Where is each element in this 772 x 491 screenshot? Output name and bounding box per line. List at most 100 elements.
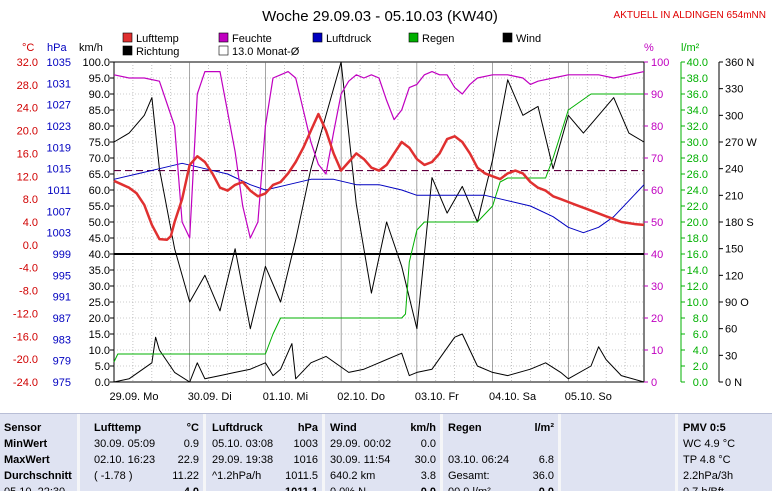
rain-tick-label: 4.0 <box>693 345 708 357</box>
direction-tick-label: 60 <box>725 324 737 336</box>
summary-col-sensor: Sensor MinWert MaxWert Durchschnitt 05.1… <box>0 414 80 491</box>
pressure-tick-label: 1011 <box>47 185 71 197</box>
humidity-tick-label: 20 <box>651 313 663 325</box>
pressure-tick-label: 1015 <box>47 164 71 176</box>
rain-tick-label: 12.0 <box>687 281 708 293</box>
rain-tick-label: 36.0 <box>687 89 708 101</box>
y-axis-ticks: 32.0 28.0 24.0 20.0 16.0 12.0 8.0 4.0 0.0 -4.0 -8.… <box>13 57 757 389</box>
humidity-tick-label: 40 <box>651 249 663 261</box>
temp-tick-label: 28.0 <box>17 80 38 92</box>
x-tick-label: 29.09. Mo <box>110 391 159 403</box>
rain-tick-label: 22.0 <box>687 201 708 213</box>
humidity-tick-label: 100 <box>651 57 669 69</box>
temp-tick-label: 12.0 <box>17 171 38 183</box>
pressure-tick-label: 1027 <box>47 100 71 112</box>
sensor-header: Sensor <box>4 422 42 434</box>
pressure-tick-label: 975 <box>53 377 71 389</box>
wind-axis-header: km/h <box>79 42 103 54</box>
direction-tick-label: 270 W <box>725 137 757 149</box>
direction-tick-label: 330 <box>725 84 743 96</box>
rain-tick-label: 26.0 <box>687 169 708 181</box>
rain-tick-label: 30.0 <box>687 137 708 149</box>
temp-tick-label: 24.0 <box>17 103 38 115</box>
legend-swatch <box>122 32 133 43</box>
wind-tick-label: 75.0 <box>89 137 110 149</box>
rain-tick-label: 2.0 <box>693 361 708 373</box>
x-tick-label: 04.10. Sa <box>489 391 537 403</box>
series-line-lufttemp <box>113 112 645 241</box>
wind-tick-label: 20.0 <box>89 313 110 325</box>
summary-col-temp: Lufttemp °C 30.09. 05:09 0.9 02.10. 16:23 2… <box>90 414 206 491</box>
legend-label: Lufttemp <box>136 33 179 45</box>
series-line-feuchte <box>113 70 645 239</box>
temp-tick-label: 8.0 <box>23 194 38 206</box>
temp-tick-label: 16.0 <box>17 148 38 160</box>
wind-tick-label: 45.0 <box>89 233 110 245</box>
temp-tick-label: 32.0 <box>17 57 38 69</box>
rain-tick-label: 24.0 <box>687 185 708 197</box>
summary-col-pmv: PMV 0:5 WC 4.9 °C TP 4.8 °C 2.2hPa/3h 0.… <box>679 414 772 491</box>
chart-subtitle: AKTUELL IN ALDINGEN 654mNN <box>614 10 766 21</box>
rain-tick-label: 20.0 <box>687 217 708 229</box>
wind-tick-label: 50.0 <box>89 217 110 229</box>
rain-tick-label: 32.0 <box>687 121 708 133</box>
direction-tick-label: 210 <box>725 190 743 202</box>
pressure-tick-label: 1019 <box>47 142 71 154</box>
rain-tick-label: 28.0 <box>687 153 708 165</box>
pressure-axis-header: hPa <box>47 42 67 54</box>
rain-tick-label: 38.0 <box>687 73 708 85</box>
series-line-richtung <box>113 61 645 330</box>
wind-tick-label: 25.0 <box>89 297 110 309</box>
wind-tick-label: 80.0 <box>89 121 110 133</box>
rain-tick-label: 16.0 <box>687 249 708 261</box>
wind-tick-label: 100.0 <box>82 57 110 69</box>
rain-tick-label: 14.0 <box>687 265 708 277</box>
humidity-tick-label: 50 <box>651 217 663 229</box>
legend-swatch <box>218 32 229 43</box>
legend-swatch <box>218 45 229 56</box>
humidity-tick-label: 30 <box>651 281 663 293</box>
temp-tick-label: -4.0 <box>19 263 38 275</box>
direction-tick-label: 0 N <box>725 377 742 389</box>
pressure-tick-label: 991 <box>53 292 71 304</box>
temp-tick-label: -16.0 <box>13 331 38 343</box>
temp-tick-label: -20.0 <box>13 354 38 366</box>
wind-tick-label: 70.0 <box>89 153 110 165</box>
series-group <box>113 61 645 383</box>
direction-tick-label: 150 <box>725 244 743 256</box>
legend-swatch <box>312 32 323 43</box>
wind-tick-label: 10.0 <box>89 345 110 357</box>
summary-col-empty <box>562 414 678 491</box>
max-label: MaxWert <box>4 454 50 466</box>
direction-tick-label: 120 <box>725 270 743 282</box>
pressure-tick-label: 1023 <box>47 121 71 133</box>
rain-tick-label: 40.0 <box>687 57 708 69</box>
temp-tick-label: 20.0 <box>17 126 38 138</box>
chart-legend: Lufttemp Feuchte Luftdruck Regen Wind Richtun… <box>122 32 541 58</box>
wind-tick-label: 85.0 <box>89 105 110 117</box>
humidity-tick-label: 90 <box>651 89 663 101</box>
x-tick-label: 02.10. Do <box>337 391 385 403</box>
x-tick-label: 05.10. So <box>565 391 612 403</box>
direction-tick-label: 300 <box>725 110 743 122</box>
series-line-regen <box>113 93 644 363</box>
humidity-axis-header: % <box>644 42 654 54</box>
humidity-tick-label: 70 <box>651 153 663 165</box>
rain-axis-header: l/m² <box>681 42 700 54</box>
wind-tick-label: 65.0 <box>89 169 110 181</box>
temp-tick-label: -8.0 <box>19 286 38 298</box>
legend-label: Luftdruck <box>326 33 372 45</box>
rain-tick-label: 34.0 <box>687 105 708 117</box>
wind-tick-label: 0.0 <box>95 377 110 389</box>
rain-tick-label: 6.0 <box>693 329 708 341</box>
direction-tick-label: 360 N <box>725 57 754 69</box>
pressure-tick-label: 987 <box>53 313 71 325</box>
wind-tick-label: 35.0 <box>89 265 110 277</box>
wind-tick-label: 55.0 <box>89 201 110 213</box>
pressure-tick-label: 1007 <box>47 206 71 218</box>
rain-tick-label: 0.0 <box>693 377 708 389</box>
wind-tick-label: 95.0 <box>89 73 110 85</box>
humidity-tick-label: 60 <box>651 185 663 197</box>
